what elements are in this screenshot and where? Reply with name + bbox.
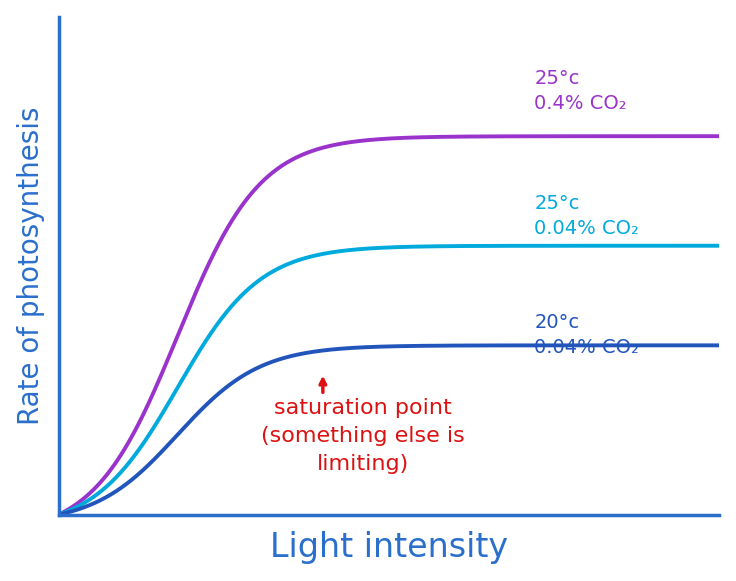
Y-axis label: Rate of photosynthesis: Rate of photosynthesis bbox=[17, 106, 45, 425]
Text: 25°c
0.4% CO₂: 25°c 0.4% CO₂ bbox=[534, 69, 627, 113]
Text: 25°c
0.04% CO₂: 25°c 0.04% CO₂ bbox=[534, 194, 639, 238]
Text: 20°c
0.04% CO₂: 20°c 0.04% CO₂ bbox=[534, 313, 639, 357]
X-axis label: Light intensity: Light intensity bbox=[270, 532, 508, 564]
Text: saturation point
(something else is
limiting): saturation point (something else is limi… bbox=[261, 397, 464, 474]
